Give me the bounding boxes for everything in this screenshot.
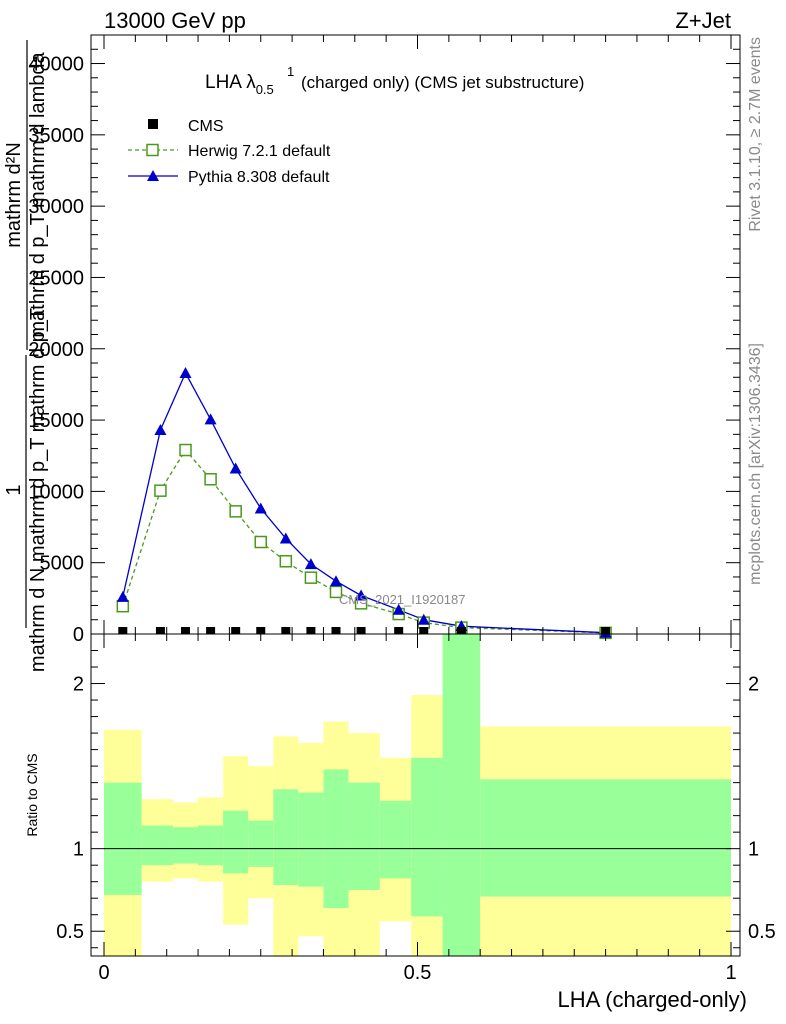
- y-label-denominator: mathrm d p_T mathrm d lambda: [27, 51, 49, 337]
- main-panel: 0 5000 10000 15000 20000 25000 30000 35000 40000…: [3, 34, 741, 672]
- ratio-band-inner: [379, 800, 412, 879]
- point-pythia: [392, 603, 405, 615]
- point-herwig: [329, 585, 343, 599]
- point-cms: [456, 627, 466, 634]
- main-y-tick-label: 25000: [28, 267, 84, 289]
- ratio-band-inner: [248, 820, 274, 867]
- legend: CMS Herwig 7.2.1 default Pythia 8.308 de…: [128, 118, 331, 186]
- chart-title: LHA λ0.5: [205, 72, 274, 97]
- mcplots-caption: mcplots.cern.ch [arXiv:1306.3436]: [747, 343, 764, 585]
- ratio-y-tick-label: 1: [73, 839, 84, 861]
- main-y-tick-label: 0: [73, 624, 84, 646]
- point-herwig: [254, 535, 267, 549]
- ratio-x-tick-label: 1: [725, 962, 736, 984]
- main-y-tick-label: 35000: [28, 125, 84, 147]
- point-herwig: [204, 473, 217, 486]
- ratio-band-inner: [348, 782, 380, 890]
- point-cms: [356, 627, 366, 634]
- ratio-band-inner: [198, 825, 224, 866]
- point-pythia: [304, 558, 317, 570]
- point-herwig: [179, 443, 192, 457]
- point-pythia: [204, 413, 217, 425]
- point-herwig: [229, 505, 242, 518]
- main-y-ticks: 0 5000 10000 15000 20000 25000 30000 35000 40000: [28, 48, 740, 646]
- point-cms: [181, 627, 191, 634]
- point-pythia: [279, 532, 292, 544]
- point-cms: [231, 627, 241, 634]
- main-y-tick-label: 10000: [28, 481, 84, 503]
- header-left: 13000 GeV pp: [104, 8, 246, 33]
- point-cms: [281, 627, 291, 634]
- ratio-band-inner: [273, 789, 299, 885]
- ratio-band-inner: [141, 825, 173, 866]
- point-cms: [331, 627, 341, 634]
- point-pythia: [355, 589, 368, 601]
- point-pythia: [154, 424, 167, 436]
- ratio-y-tick-label-right: 1: [748, 839, 759, 861]
- ratio-band-inner: [442, 634, 481, 956]
- chart-title-sup: 1: [287, 64, 294, 79]
- main-x-ticks: [103, 35, 732, 634]
- point-herwig: [279, 555, 293, 568]
- legend-label-pythia: Pythia 8.308 default: [188, 169, 330, 186]
- point-cms: [155, 627, 165, 634]
- ratio-band-inner: [411, 757, 443, 917]
- ratio-x-tick-label: 0.5: [404, 962, 432, 984]
- point-cms: [118, 627, 128, 634]
- point-cms: [419, 627, 429, 634]
- chart-title-rest: (charged only) (CMS jet substructure): [301, 73, 584, 92]
- main-y-tick-label: 15000: [28, 410, 84, 432]
- point-pythia: [116, 590, 129, 602]
- legend-marker-pythia: [147, 170, 159, 181]
- ratio-band-inner: [480, 779, 731, 897]
- ratio-y-tick-label: 0.5: [56, 921, 84, 943]
- point-herwig: [304, 571, 318, 584]
- point-pythia: [179, 367, 192, 379]
- ratio-band-inner: [223, 810, 249, 874]
- ratio-y-label: Ratio to CMS: [24, 753, 40, 836]
- point-pythia: [329, 575, 342, 587]
- legend-label-cms: CMS: [188, 118, 224, 135]
- point-herwig: [116, 599, 130, 613]
- point-pythia: [417, 613, 430, 625]
- ratio-band-inner: [323, 769, 349, 909]
- ratio-x-tick-label: 0: [98, 962, 109, 984]
- main-y-label: mathrm d²N mathrm d p_T mathrm d lambda …: [3, 40, 49, 672]
- chart-title-sub: 0.5: [256, 82, 274, 97]
- chart-title-main: LHA λ: [205, 72, 256, 93]
- main-y-tick-label: 5000: [40, 553, 85, 575]
- point-herwig: [154, 484, 167, 497]
- ratio-frame: [90, 633, 741, 957]
- main-y-tick-label: 40000: [28, 54, 84, 76]
- point-cms: [394, 627, 404, 634]
- ratio-band-inner: [172, 827, 199, 864]
- x-axis-label: LHA (charged-only): [557, 987, 747, 1012]
- ratio-band-inner: [104, 782, 142, 895]
- legend-marker-cms: [148, 119, 158, 129]
- ratio-bands: [104, 634, 731, 956]
- ratio-band-inner: [298, 792, 324, 887]
- ratio-y-tick-label-right: 0.5: [748, 921, 776, 943]
- ratio-panel: 0.5 0.51 12 2 0 0.5 1 Ratio to CMS LHA (charg…: [24, 633, 776, 1012]
- point-pythia: [254, 502, 267, 514]
- point-pythia: [229, 462, 242, 474]
- header-right: Z+Jet: [675, 8, 731, 33]
- ratio-y-ticks: 0.5 0.5 1 1 2 2: [56, 650, 776, 949]
- main-y-tick-label: 20000: [28, 339, 84, 361]
- y-label-frac-den: mathrm d N mathrm d p_T mathrm d p_T: [27, 308, 49, 672]
- ratio-y-tick-label-right: 2: [748, 674, 759, 696]
- rivet-caption: Rivet 3.1.10, ≥ 2.7M events: [747, 37, 764, 232]
- legend-label-herwig: Herwig 7.2.1 default: [188, 143, 331, 160]
- point-cms: [306, 627, 316, 634]
- point-cms: [206, 627, 216, 634]
- legend-marker-herwig: [146, 143, 159, 157]
- y-label-numerator: mathrm d²N: [3, 142, 25, 248]
- y-label-frac-num: 1: [3, 484, 25, 495]
- ratio-y-tick-label: 2: [73, 674, 84, 696]
- main-y-tick-label: 30000: [28, 196, 84, 218]
- watermark: CMS_2021_I1920187: [339, 592, 466, 607]
- ratio-x-ticks: 0 0.5 1: [98, 634, 737, 984]
